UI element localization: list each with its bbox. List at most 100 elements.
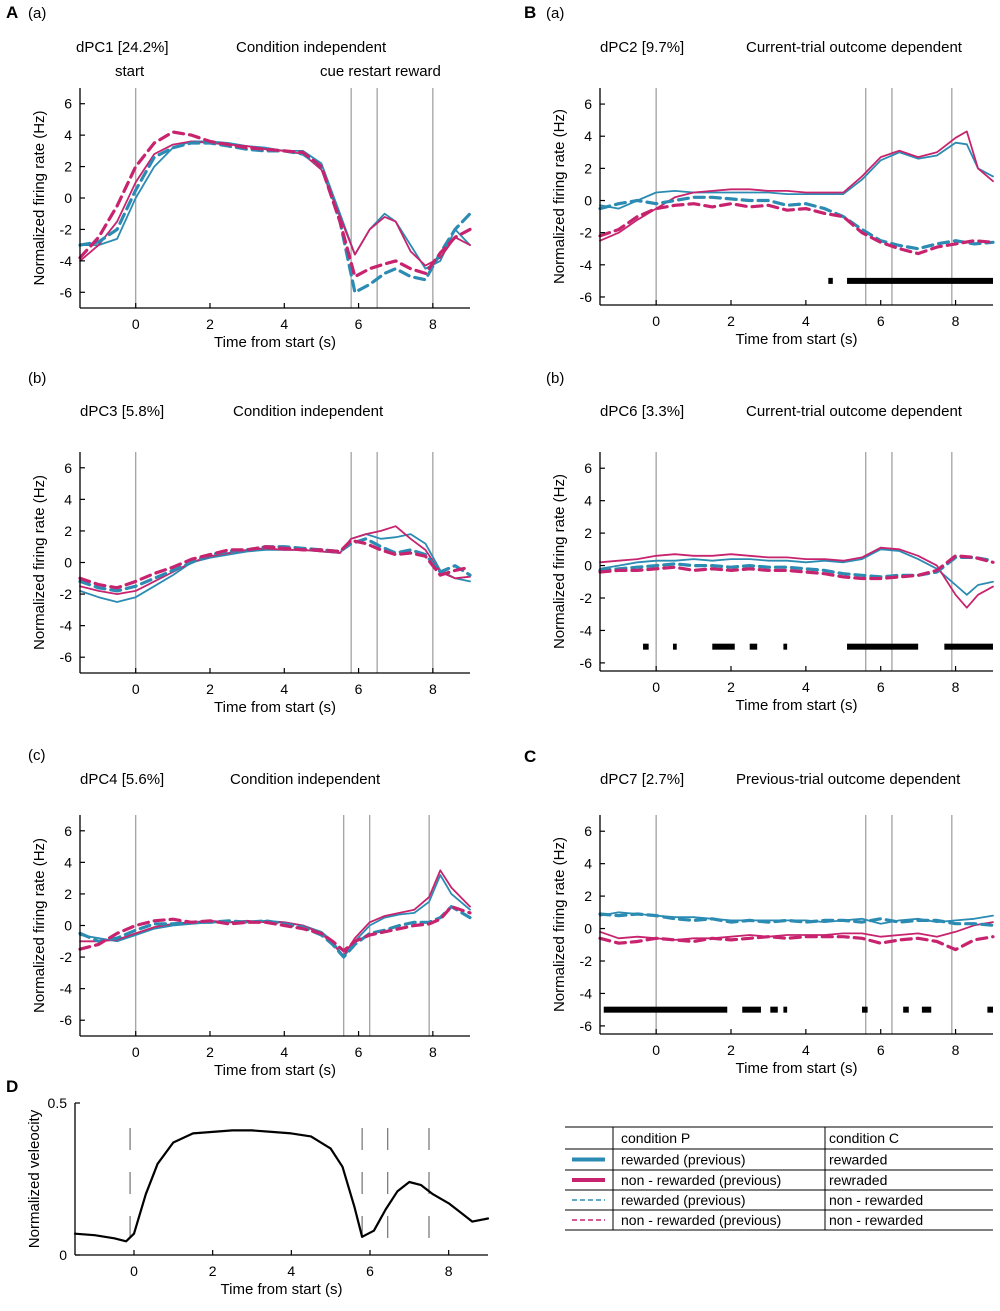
x-tick-label: 2 bbox=[727, 313, 735, 329]
significance-bar bbox=[643, 643, 649, 650]
y-tick-label: -4 bbox=[580, 622, 593, 638]
y-tick-label: -6 bbox=[580, 655, 593, 671]
significance-bar bbox=[672, 643, 677, 650]
y-tick-label: 4 bbox=[64, 854, 72, 870]
series-line-0 bbox=[79, 533, 471, 603]
x-tick-label: 4 bbox=[280, 316, 288, 332]
panel-letter: C bbox=[524, 747, 536, 766]
sub-label: (c) bbox=[28, 747, 46, 764]
series-line-0 bbox=[73, 1129, 490, 1243]
y-tick-label: -4 bbox=[580, 257, 593, 273]
x-axis-label: Time from start (s) bbox=[221, 1281, 343, 1298]
series-line-2 bbox=[598, 195, 995, 251]
event-label: start bbox=[115, 63, 145, 80]
chart-D: D 0 2 4 6 8 0.5 0 Time from start (s) Normalized … bbox=[6, 1077, 490, 1298]
series-line-0 bbox=[599, 141, 994, 210]
panel-title-category: Condition independent bbox=[236, 39, 387, 56]
y-tick-label: -2 bbox=[60, 949, 73, 965]
y-tick-label: 2 bbox=[584, 160, 592, 176]
y-tick-label: 0 bbox=[584, 558, 592, 574]
y-tick-label: 0 bbox=[584, 193, 592, 209]
x-tick-label: 4 bbox=[802, 313, 810, 329]
x-axis-label: Time from start (s) bbox=[214, 334, 336, 351]
y-tick-label: 4 bbox=[584, 493, 592, 509]
y-tick-label: 2 bbox=[584, 525, 592, 541]
x-tick-label: 2 bbox=[727, 1042, 735, 1058]
y-tick-label: 2 bbox=[64, 886, 72, 902]
y-axis-label: Normalized firing rate (Hz) bbox=[551, 837, 568, 1012]
series-line-2 bbox=[78, 537, 472, 593]
panel-title-category: Condition independent bbox=[230, 771, 381, 788]
x-tick-label: 2 bbox=[206, 681, 214, 697]
series-line-3 bbox=[598, 935, 995, 952]
y-tick-label: 0 bbox=[59, 1247, 67, 1263]
legend-condition-p: non - rewarded (previous) bbox=[621, 1212, 781, 1228]
series-line-3 bbox=[78, 904, 472, 953]
chart-A_c: (c) dPC4 [5.6%] Condition independent 0 2 4 6 8… bbox=[28, 747, 472, 1079]
x-tick-label: 0 bbox=[132, 681, 140, 697]
event-label: cue restart reward bbox=[320, 63, 441, 80]
x-tick-label: 6 bbox=[877, 313, 885, 329]
y-tick-label: -4 bbox=[60, 253, 73, 269]
x-tick-label: 6 bbox=[355, 316, 363, 332]
series-line-1 bbox=[599, 546, 994, 609]
significance-bar bbox=[987, 1006, 993, 1013]
y-tick-label: 2 bbox=[64, 523, 72, 539]
significance-bar bbox=[770, 1006, 778, 1013]
legend-table: condition P condition C rewarded (previous… bbox=[565, 1126, 993, 1231]
x-tick-label: 2 bbox=[727, 679, 735, 695]
panel-letter: D bbox=[6, 1077, 18, 1096]
x-axis-label: Time from start (s) bbox=[214, 1062, 336, 1079]
y-tick-label: 4 bbox=[584, 128, 592, 144]
legend-condition-c: rewraded bbox=[829, 1172, 887, 1188]
x-tick-label: 8 bbox=[429, 1044, 437, 1060]
y-tick-label: 0 bbox=[64, 918, 72, 934]
y-tick-label: -2 bbox=[60, 221, 73, 237]
y-tick-label: -2 bbox=[580, 590, 593, 606]
legend-header-condition-p: condition P bbox=[621, 1130, 690, 1146]
x-tick-label: 6 bbox=[355, 681, 363, 697]
y-tick-label: 2 bbox=[64, 159, 72, 175]
panel-title-component: dPC1 [24.2%] bbox=[76, 39, 169, 56]
panel-title-category: Condition independent bbox=[233, 403, 384, 420]
significance-bar bbox=[903, 1006, 909, 1013]
x-tick-label: 0 bbox=[132, 316, 140, 332]
chart-A_b: (b) dPC3 [5.8%] Condition independent 0 2 4 6 8… bbox=[28, 370, 472, 716]
x-tick-label: 0 bbox=[130, 1263, 138, 1279]
x-tick-label: 8 bbox=[952, 1042, 960, 1058]
panel-title-component: dPC2 [9.7%] bbox=[600, 39, 684, 56]
panel-title-category: Current-trial outcome dependent bbox=[746, 403, 963, 420]
series-line-3 bbox=[598, 554, 995, 581]
series-line-3 bbox=[598, 202, 995, 256]
y-tick-label: -6 bbox=[580, 289, 593, 305]
x-tick-label: 6 bbox=[877, 1042, 885, 1058]
series-line-3 bbox=[78, 538, 472, 590]
series-line-2 bbox=[598, 912, 995, 927]
panel-title-component: dPC3 [5.8%] bbox=[80, 403, 164, 420]
significance-bar bbox=[921, 1006, 932, 1013]
significance-bar bbox=[742, 1006, 761, 1013]
panel-letter: A bbox=[6, 3, 18, 22]
y-tick-label: -6 bbox=[580, 1018, 593, 1034]
legend-condition-c: non - rewarded bbox=[829, 1192, 923, 1208]
y-tick-label: 0 bbox=[64, 190, 72, 206]
sub-label: (b) bbox=[28, 370, 46, 387]
legend-condition-c: non - rewarded bbox=[829, 1212, 923, 1228]
x-tick-label: 6 bbox=[366, 1263, 374, 1279]
y-tick-label: 6 bbox=[584, 460, 592, 476]
y-tick-label: -2 bbox=[580, 953, 593, 969]
significance-bar bbox=[783, 1006, 788, 1013]
y-tick-label: 4 bbox=[584, 856, 592, 872]
x-tick-label: 4 bbox=[802, 679, 810, 695]
legend-condition-p: rewarded (previous) bbox=[621, 1192, 746, 1208]
significance-bar bbox=[603, 1006, 728, 1013]
legend-condition-p: non - rewarded (previous) bbox=[621, 1172, 781, 1188]
significance-bar bbox=[847, 643, 919, 650]
y-tick-label: 0 bbox=[584, 921, 592, 937]
y-tick-label: 6 bbox=[584, 96, 592, 112]
chart-B_b: (b) dPC6 [3.3%] Current-trial outcome depe… bbox=[546, 370, 995, 714]
y-tick-label: 0 bbox=[64, 555, 72, 571]
x-tick-label: 2 bbox=[206, 1044, 214, 1060]
x-tick-label: 8 bbox=[445, 1263, 453, 1279]
